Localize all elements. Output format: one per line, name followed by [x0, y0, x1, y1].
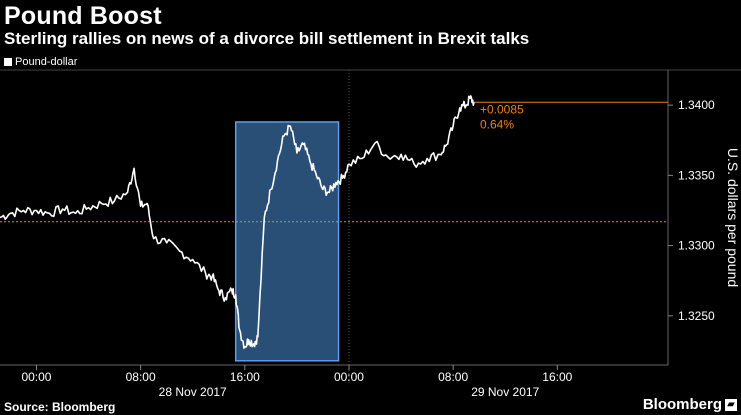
- x-date-label: 29 Nov 2017: [471, 385, 539, 399]
- change-annotation: +0.0085: [480, 102, 524, 116]
- percent-annotation: 0.64%: [480, 117, 514, 131]
- source-note: Source: Bloomberg: [4, 400, 116, 414]
- x-tick-label: 16:00: [230, 370, 260, 384]
- highlight-box: [234, 121, 340, 362]
- series-line-pound-dollar: [0, 95, 475, 350]
- y-tick-label: 1.3350: [678, 168, 715, 182]
- legend-label: Pound-dollar: [15, 56, 78, 68]
- brand-logo: Bloomberg ▰: [643, 396, 737, 413]
- x-tick-label: 00:00: [21, 370, 51, 384]
- x-tick-label: 16:00: [542, 370, 572, 384]
- y-axis-label: U.S. dollars per pound: [725, 148, 741, 287]
- legend-swatch: [4, 58, 12, 66]
- y-tick-label: 1.3400: [678, 98, 715, 112]
- y-tick-label: 1.3250: [678, 309, 715, 323]
- x-tick-label: 08:00: [438, 370, 468, 384]
- x-tick-label: 08:00: [126, 370, 156, 384]
- x-tick-label: 00:00: [334, 370, 364, 384]
- brand-name: Bloomberg: [642, 396, 722, 413]
- chart-title: Pound Boost: [4, 2, 162, 30]
- brand-mark-icon: ▰: [725, 398, 737, 411]
- legend: Pound-dollar: [4, 56, 77, 68]
- chart-subtitle: Sterling rallies on news of a divorce bi…: [4, 29, 530, 48]
- y-tick-label: 1.3300: [678, 239, 715, 253]
- x-date-label: 28 Nov 2017: [159, 385, 227, 399]
